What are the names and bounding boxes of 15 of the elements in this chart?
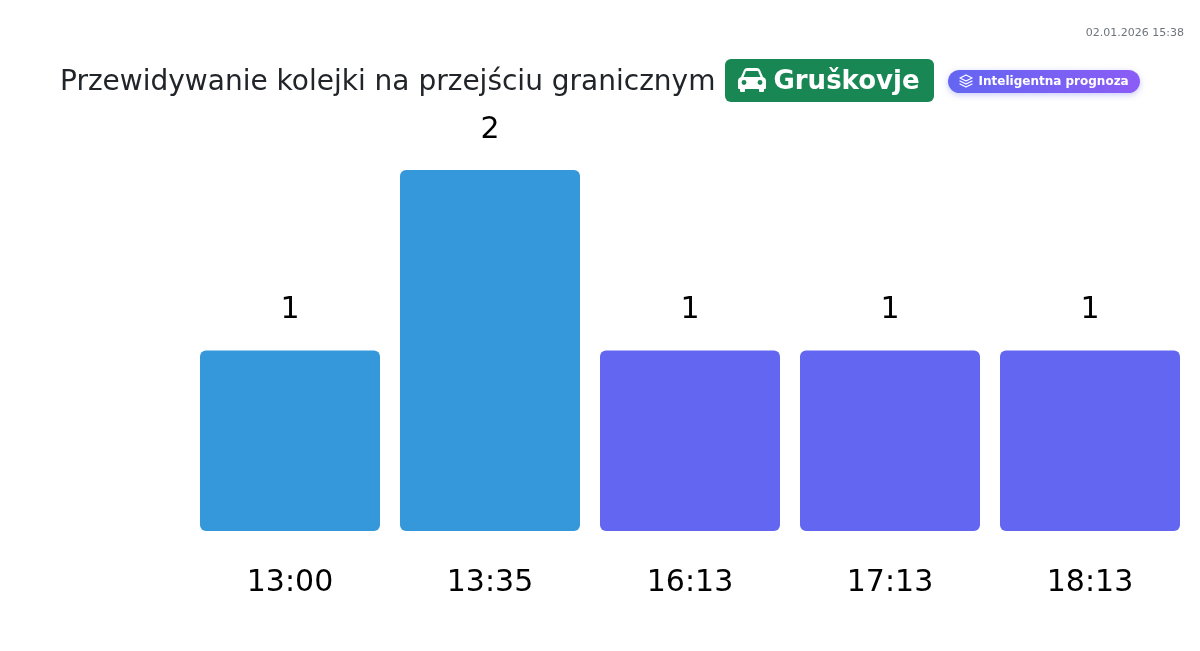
chart-subtitle: Gruškovje	[773, 65, 920, 95]
data-label: 1	[1080, 290, 1100, 326]
x-tick-label: 13:00	[246, 562, 334, 598]
data-label: 1	[880, 290, 900, 326]
data-label: 1	[280, 290, 300, 326]
location-badge: Gruškovje	[725, 58, 934, 102]
data-label: 1	[680, 290, 700, 326]
data-label: 2	[480, 109, 500, 145]
x-tick-label: 13:35	[446, 562, 534, 598]
text: 02.01.2026 15:38	[1085, 26, 1184, 40]
forecast-badge: Inteligentna prognoza	[947, 69, 1140, 93]
x-tick-label: 18:13	[1046, 562, 1134, 598]
chart-title: Przewidywanie kolejki na przejściu granicznym	[60, 63, 716, 97]
x-tick-label: 16:13	[646, 562, 734, 598]
x-tick-label: 17:13	[846, 562, 934, 598]
